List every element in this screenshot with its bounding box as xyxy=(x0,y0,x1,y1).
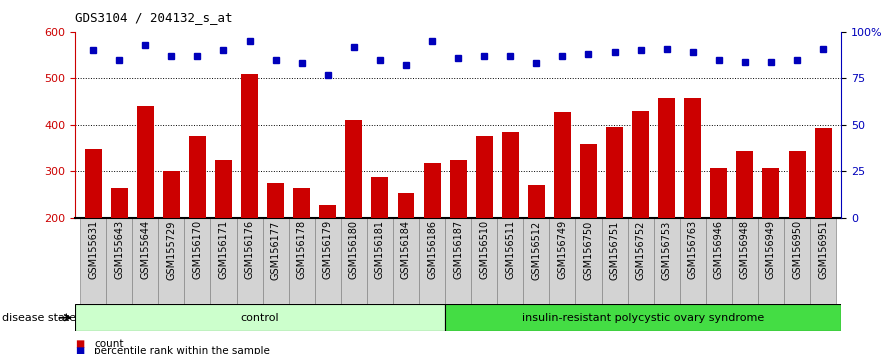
Bar xyxy=(732,218,758,304)
Bar xyxy=(215,160,232,218)
Bar xyxy=(293,188,310,218)
Text: GSM156949: GSM156949 xyxy=(766,220,776,279)
Text: insulin-resistant polycystic ovary syndrome: insulin-resistant polycystic ovary syndr… xyxy=(522,313,764,323)
Text: GSM155643: GSM155643 xyxy=(115,220,124,279)
Bar xyxy=(345,120,362,218)
Bar xyxy=(523,218,550,304)
Bar xyxy=(633,111,649,218)
Bar xyxy=(241,74,258,218)
Text: GSM155644: GSM155644 xyxy=(140,220,151,279)
Text: GSM156186: GSM156186 xyxy=(427,220,437,279)
Text: GSM155729: GSM155729 xyxy=(167,220,176,280)
Text: GSM156178: GSM156178 xyxy=(297,220,307,279)
Bar xyxy=(424,163,440,218)
Bar xyxy=(137,106,154,218)
Bar xyxy=(211,218,236,304)
Bar xyxy=(471,218,497,304)
Bar xyxy=(397,193,414,218)
Text: GSM156512: GSM156512 xyxy=(531,220,541,280)
Text: GSM156752: GSM156752 xyxy=(635,220,646,280)
Text: GSM156177: GSM156177 xyxy=(270,220,281,280)
Text: disease state: disease state xyxy=(2,313,76,323)
Bar xyxy=(710,167,728,218)
Bar xyxy=(80,218,107,304)
Text: ■: ■ xyxy=(75,346,84,354)
Bar xyxy=(737,151,753,218)
Bar xyxy=(606,127,623,218)
Text: GSM156763: GSM156763 xyxy=(688,220,698,279)
Bar xyxy=(132,218,159,304)
Text: count: count xyxy=(94,339,123,349)
Text: GSM156184: GSM156184 xyxy=(401,220,411,279)
Bar xyxy=(372,177,389,218)
Bar xyxy=(419,218,445,304)
Text: GSM156510: GSM156510 xyxy=(479,220,489,279)
Bar xyxy=(758,218,784,304)
Bar xyxy=(654,218,680,304)
Bar xyxy=(184,218,211,304)
Bar xyxy=(159,218,184,304)
Bar xyxy=(107,218,132,304)
Bar xyxy=(810,218,836,304)
Bar xyxy=(319,205,337,218)
Text: GSM155631: GSM155631 xyxy=(88,220,98,279)
Text: control: control xyxy=(241,313,279,323)
Text: GSM156948: GSM156948 xyxy=(740,220,750,279)
Bar xyxy=(366,218,393,304)
Bar xyxy=(575,218,602,304)
Bar xyxy=(502,132,519,218)
Bar xyxy=(627,218,654,304)
Text: GSM156750: GSM156750 xyxy=(583,220,594,280)
Bar xyxy=(449,160,467,218)
Bar xyxy=(393,218,419,304)
Text: GSM156951: GSM156951 xyxy=(818,220,828,279)
Bar xyxy=(445,304,841,331)
Text: GSM156511: GSM156511 xyxy=(506,220,515,279)
Bar xyxy=(658,98,675,218)
Bar xyxy=(315,218,341,304)
Text: GSM156181: GSM156181 xyxy=(375,220,385,279)
Text: GSM156946: GSM156946 xyxy=(714,220,724,279)
Bar xyxy=(762,167,780,218)
Bar xyxy=(236,218,263,304)
Text: GSM156749: GSM156749 xyxy=(558,220,567,279)
Bar xyxy=(497,218,523,304)
Bar xyxy=(554,112,571,218)
Bar xyxy=(476,136,492,218)
Text: GDS3104 / 204132_s_at: GDS3104 / 204132_s_at xyxy=(75,11,233,24)
Bar xyxy=(163,171,180,218)
Bar xyxy=(685,98,701,218)
Bar xyxy=(528,185,544,218)
Text: GSM156180: GSM156180 xyxy=(349,220,359,279)
Text: GSM156753: GSM156753 xyxy=(662,220,671,280)
Text: GSM156179: GSM156179 xyxy=(322,220,333,279)
Bar xyxy=(75,304,445,331)
Bar xyxy=(111,188,128,218)
Bar xyxy=(602,218,627,304)
Bar xyxy=(445,218,471,304)
Text: GSM156187: GSM156187 xyxy=(453,220,463,279)
Bar xyxy=(706,218,732,304)
Bar xyxy=(788,151,805,218)
Bar xyxy=(341,218,366,304)
Text: GSM156176: GSM156176 xyxy=(245,220,255,279)
Bar xyxy=(815,128,832,218)
Bar xyxy=(289,218,315,304)
Bar xyxy=(580,144,597,218)
Text: ■: ■ xyxy=(75,339,84,349)
Bar xyxy=(784,218,810,304)
Text: GSM156171: GSM156171 xyxy=(218,220,228,279)
Text: GSM156170: GSM156170 xyxy=(192,220,203,279)
Text: percentile rank within the sample: percentile rank within the sample xyxy=(94,346,270,354)
Bar xyxy=(680,218,706,304)
Bar xyxy=(263,218,289,304)
Bar xyxy=(85,149,101,218)
Bar xyxy=(267,183,284,218)
Bar xyxy=(189,136,206,218)
Text: GSM156751: GSM156751 xyxy=(610,220,619,280)
Bar xyxy=(550,218,575,304)
Text: GSM156950: GSM156950 xyxy=(792,220,802,279)
